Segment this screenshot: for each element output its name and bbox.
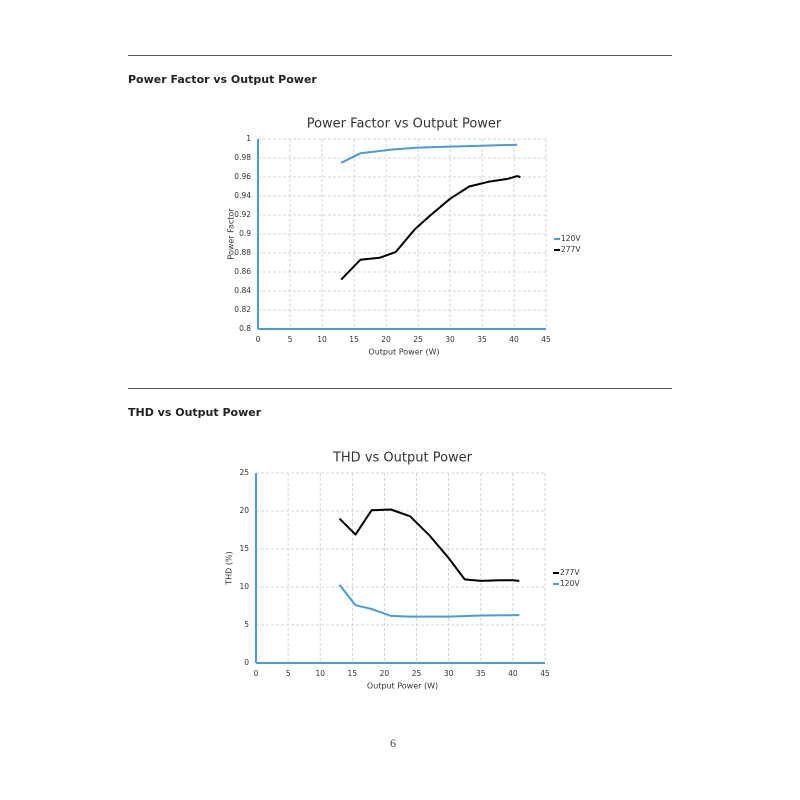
x-axis-label: Output Power (W) bbox=[367, 682, 438, 691]
x-axis-label: Output Power (W) bbox=[368, 348, 439, 357]
x-tick-label: 25 bbox=[413, 335, 423, 344]
legend-label: 120V bbox=[561, 234, 581, 243]
x-tick-label: 35 bbox=[476, 669, 486, 678]
y-tick-label: 5 bbox=[244, 620, 249, 629]
series-line bbox=[338, 584, 520, 618]
x-tick-label: 5 bbox=[286, 669, 291, 678]
y-tick-label: 0.8 bbox=[239, 324, 251, 333]
series-line bbox=[340, 175, 521, 281]
x-tick-label: 45 bbox=[541, 335, 551, 344]
legend-label: 277V bbox=[560, 568, 580, 577]
y-tick-label: 0.82 bbox=[234, 305, 251, 314]
series-line bbox=[338, 508, 520, 582]
y-tick-label: 0.96 bbox=[234, 172, 251, 181]
x-tick-label: 15 bbox=[349, 335, 359, 344]
y-tick-label: 0.9 bbox=[239, 229, 251, 238]
x-tick-label: 0 bbox=[256, 335, 261, 344]
y-tick-label: 0.94 bbox=[234, 191, 251, 200]
x-tick-label: 10 bbox=[315, 669, 325, 678]
divider bbox=[128, 55, 672, 56]
chart-title: Power Factor vs Output Power bbox=[307, 117, 502, 132]
y-tick-label: 1 bbox=[246, 134, 251, 143]
y-axis-label: THD (%) bbox=[225, 551, 234, 585]
divider bbox=[128, 388, 672, 389]
page-number: 6 bbox=[390, 736, 396, 750]
legend-label: 277V bbox=[561, 245, 581, 254]
y-tick-label: 15 bbox=[239, 544, 249, 553]
x-tick-label: 45 bbox=[540, 669, 550, 678]
x-tick-label: 30 bbox=[445, 335, 455, 344]
x-tick-label: 20 bbox=[380, 669, 390, 678]
section-heading: THD vs Output Power bbox=[128, 406, 262, 419]
y-tick-label: 25 bbox=[239, 468, 249, 477]
section-heading: Power Factor vs Output Power bbox=[128, 73, 317, 86]
x-tick-label: 5 bbox=[288, 335, 293, 344]
y-tick-label: 0.92 bbox=[234, 210, 251, 219]
x-tick-label: 40 bbox=[508, 669, 518, 678]
y-tick-label: 0.86 bbox=[234, 267, 251, 276]
y-tick-label: 0.88 bbox=[234, 248, 251, 257]
x-tick-label: 10 bbox=[317, 335, 327, 344]
x-tick-label: 15 bbox=[348, 669, 358, 678]
y-tick-label: 20 bbox=[239, 506, 249, 515]
y-tick-label: 10 bbox=[239, 582, 249, 591]
y-tick-label: 0.98 bbox=[234, 153, 251, 162]
x-tick-label: 35 bbox=[477, 335, 487, 344]
x-tick-label: 30 bbox=[444, 669, 454, 678]
x-tick-label: 25 bbox=[412, 669, 422, 678]
y-tick-label: 0 bbox=[244, 658, 249, 667]
series-line bbox=[340, 143, 518, 164]
legend-label: 120V bbox=[560, 579, 580, 588]
y-tick-label: 0.84 bbox=[234, 286, 251, 295]
x-tick-label: 20 bbox=[381, 335, 391, 344]
x-tick-label: 40 bbox=[509, 335, 519, 344]
x-tick-label: 0 bbox=[254, 669, 259, 678]
y-axis-label: Power Factor bbox=[227, 208, 236, 260]
chart-title: THD vs Output Power bbox=[332, 451, 473, 466]
